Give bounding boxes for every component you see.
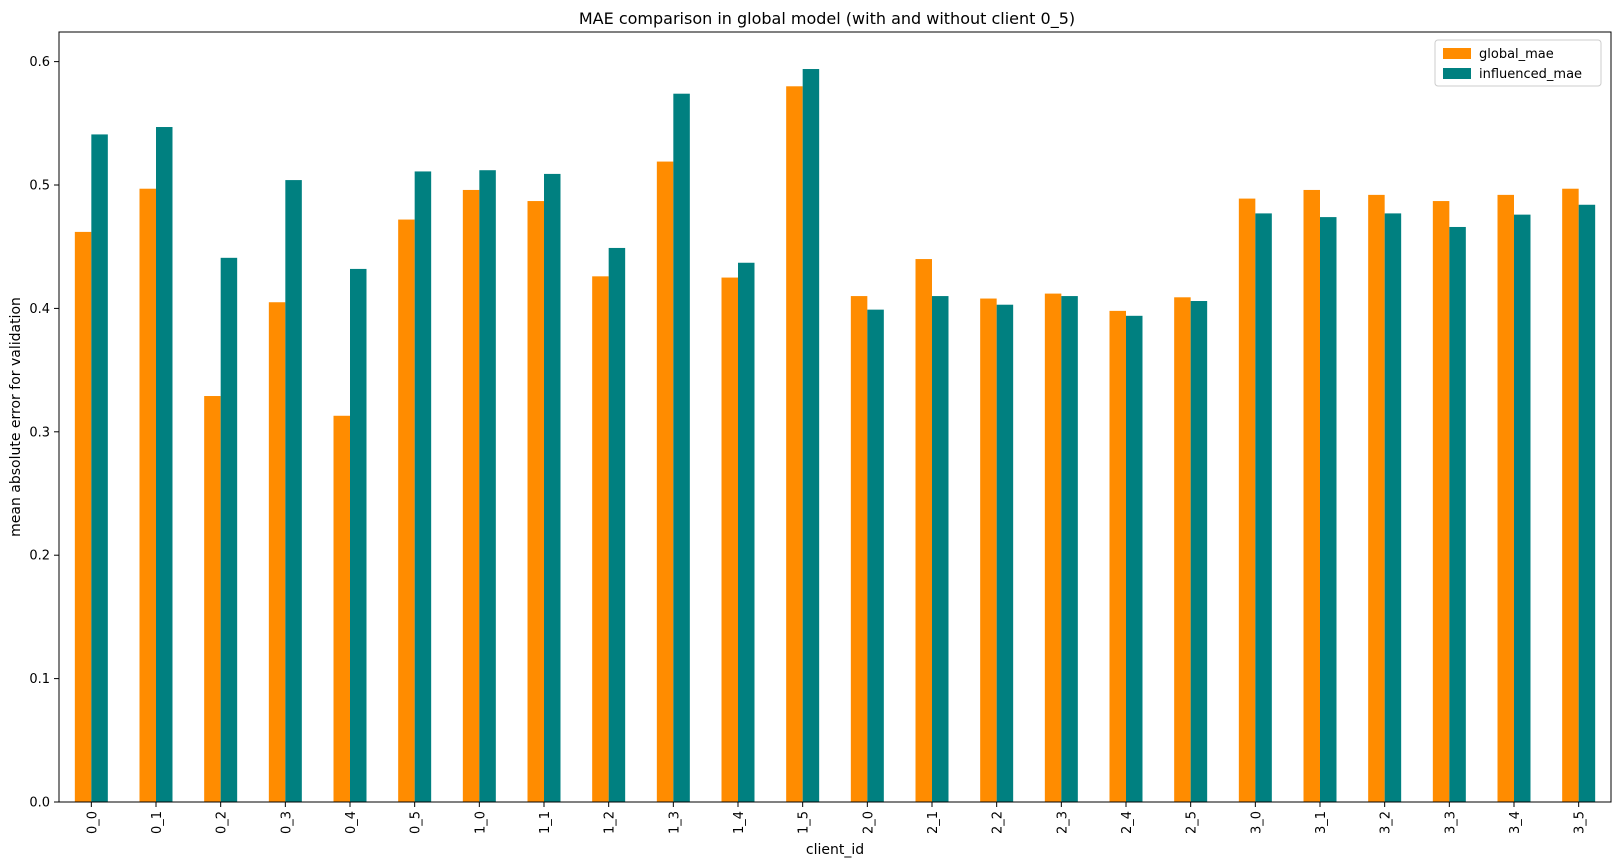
x-tick-label: 3_1 bbox=[1314, 811, 1329, 834]
bar-influenced_mae-0_1 bbox=[156, 127, 173, 802]
x-tick-label: 3_2 bbox=[1379, 811, 1394, 834]
y-tick-label: 0.1 bbox=[29, 672, 50, 687]
bar-influenced_mae-2_4 bbox=[1126, 315, 1143, 802]
x-axis-title: client_id bbox=[806, 842, 864, 858]
bar-influenced_mae-1_3 bbox=[673, 93, 690, 802]
x-tick-label: 1_4 bbox=[732, 811, 747, 834]
x-tick-label: 3_3 bbox=[1443, 811, 1458, 834]
bar-global_mae-2_0 bbox=[850, 296, 868, 802]
legend-label-influenced_mae: influenced_mae bbox=[1479, 67, 1582, 82]
bar-global_mae-0_5 bbox=[398, 219, 415, 802]
x-tick-label: 0_4 bbox=[344, 811, 359, 834]
x-tick-label: 1_5 bbox=[797, 811, 812, 834]
bar-influenced_mae-3_3 bbox=[1449, 226, 1466, 803]
bar-global_mae-1_0 bbox=[462, 189, 480, 802]
bar-global_mae-0_0 bbox=[74, 231, 92, 802]
bar-global_mae-2_2 bbox=[980, 298, 997, 802]
y-tick-label: 0.2 bbox=[29, 549, 50, 564]
bar-global_mae-0_2 bbox=[204, 396, 221, 802]
x-tick-label: 2_4 bbox=[1120, 811, 1135, 834]
bar-influenced_mae-1_0 bbox=[479, 170, 496, 802]
bar-influenced_mae-1_1 bbox=[544, 173, 561, 802]
bar-influenced_mae-3_0 bbox=[1255, 213, 1272, 802]
bar-global_mae-3_3 bbox=[1432, 201, 1450, 803]
x-tick-label: 0_5 bbox=[409, 811, 424, 834]
bar-global_mae-1_3 bbox=[656, 161, 674, 802]
bar-influenced_mae-1_5 bbox=[802, 69, 820, 802]
x-tick-label: 3_0 bbox=[1249, 811, 1264, 834]
bar-influenced_mae-3_4 bbox=[1514, 214, 1531, 802]
bar-global_mae-0_4 bbox=[333, 415, 350, 802]
bars-group bbox=[74, 69, 1596, 803]
legend-swatch-influenced_mae bbox=[1443, 68, 1471, 79]
bar-influenced_mae-1_2 bbox=[608, 247, 626, 802]
x-tick-label: 1_1 bbox=[538, 811, 553, 834]
bar-global_mae-3_5 bbox=[1562, 188, 1579, 802]
bar-global_mae-1_2 bbox=[592, 276, 609, 803]
bar-influenced_mae-2_1 bbox=[932, 296, 949, 802]
legend-swatch-global_mae bbox=[1443, 48, 1471, 59]
bar-influenced_mae-3_5 bbox=[1578, 204, 1596, 802]
x-axis: 0_0 0_1 0_2 0_3 0_4 0_5 1_0 1_1 1_2 1_3 1_4 1_5 2_0 2… bbox=[85, 802, 1588, 834]
bar-global_mae-2_3 bbox=[1044, 293, 1062, 802]
bar-global_mae-1_1 bbox=[527, 201, 544, 803]
bar-influenced_mae-3_1 bbox=[1320, 217, 1337, 803]
bar-global_mae-3_4 bbox=[1497, 194, 1514, 802]
bar-global_mae-2_5 bbox=[1174, 297, 1191, 802]
x-tick-label: 3_5 bbox=[1573, 811, 1588, 834]
bar-influenced_mae-0_2 bbox=[220, 257, 238, 802]
x-tick-label: 2_3 bbox=[1055, 811, 1070, 834]
bar-influenced_mae-0_5 bbox=[414, 171, 432, 802]
bar-global_mae-2_1 bbox=[915, 259, 932, 802]
y-tick-label: 0.6 bbox=[29, 55, 50, 70]
y-tick-label: 0.0 bbox=[29, 796, 50, 811]
x-tick-label: 1_0 bbox=[473, 811, 488, 834]
bar-influenced_mae-2_5 bbox=[1190, 301, 1208, 802]
x-tick-label: 3_4 bbox=[1508, 811, 1523, 834]
bar-global_mae-3_0 bbox=[1238, 198, 1256, 803]
bar-influenced_mae-1_4 bbox=[738, 262, 755, 802]
bar-global_mae-0_1 bbox=[139, 188, 156, 802]
x-tick-label: 0_0 bbox=[85, 811, 100, 834]
bar-influenced_mae-0_3 bbox=[285, 180, 302, 802]
x-tick-label: 0_1 bbox=[150, 811, 165, 834]
bar-influenced_mae-2_3 bbox=[1061, 296, 1078, 802]
y-axis: 0.0 0.1 0.2 0.3 0.4 0.5 0.6 bbox=[29, 55, 59, 811]
legend-box bbox=[1434, 39, 1602, 87]
x-tick-label: 2_2 bbox=[991, 811, 1006, 834]
x-tick-label: 2_5 bbox=[1185, 811, 1200, 834]
bar-influenced_mae-0_4 bbox=[350, 268, 367, 802]
y-axis-title: mean absolute error for validation bbox=[8, 297, 24, 537]
bar-global_mae-1_5 bbox=[786, 86, 803, 803]
bar-global_mae-2_4 bbox=[1109, 310, 1126, 802]
bar-influenced_mae-2_2 bbox=[996, 304, 1014, 802]
chart-title: MAE comparison in global model (with and… bbox=[579, 9, 1075, 29]
bar-influenced_mae-0_0 bbox=[91, 134, 108, 803]
bar-global_mae-3_2 bbox=[1368, 194, 1385, 802]
x-tick-label: 2_0 bbox=[861, 811, 876, 834]
x-tick-label: 1_2 bbox=[603, 811, 618, 834]
bar-global_mae-3_1 bbox=[1303, 189, 1320, 802]
plot-frame bbox=[58, 31, 1612, 803]
bar-influenced_mae-3_2 bbox=[1384, 213, 1402, 802]
y-tick-label: 0.3 bbox=[29, 425, 50, 440]
bar-influenced_mae-2_0 bbox=[867, 309, 884, 802]
legend: global_mae influenced_mae bbox=[1434, 39, 1602, 87]
legend-label-global_mae: global_mae bbox=[1479, 47, 1554, 62]
y-tick-label: 0.5 bbox=[29, 179, 50, 194]
x-tick-label: 0_2 bbox=[215, 811, 230, 834]
x-tick-label: 1_3 bbox=[667, 811, 682, 834]
bar-global_mae-1_4 bbox=[721, 277, 738, 802]
x-tick-label: 0_3 bbox=[279, 811, 294, 834]
y-tick-label: 0.4 bbox=[29, 302, 50, 317]
bar-global_mae-0_3 bbox=[268, 302, 286, 802]
x-tick-label: 2_1 bbox=[926, 811, 941, 834]
